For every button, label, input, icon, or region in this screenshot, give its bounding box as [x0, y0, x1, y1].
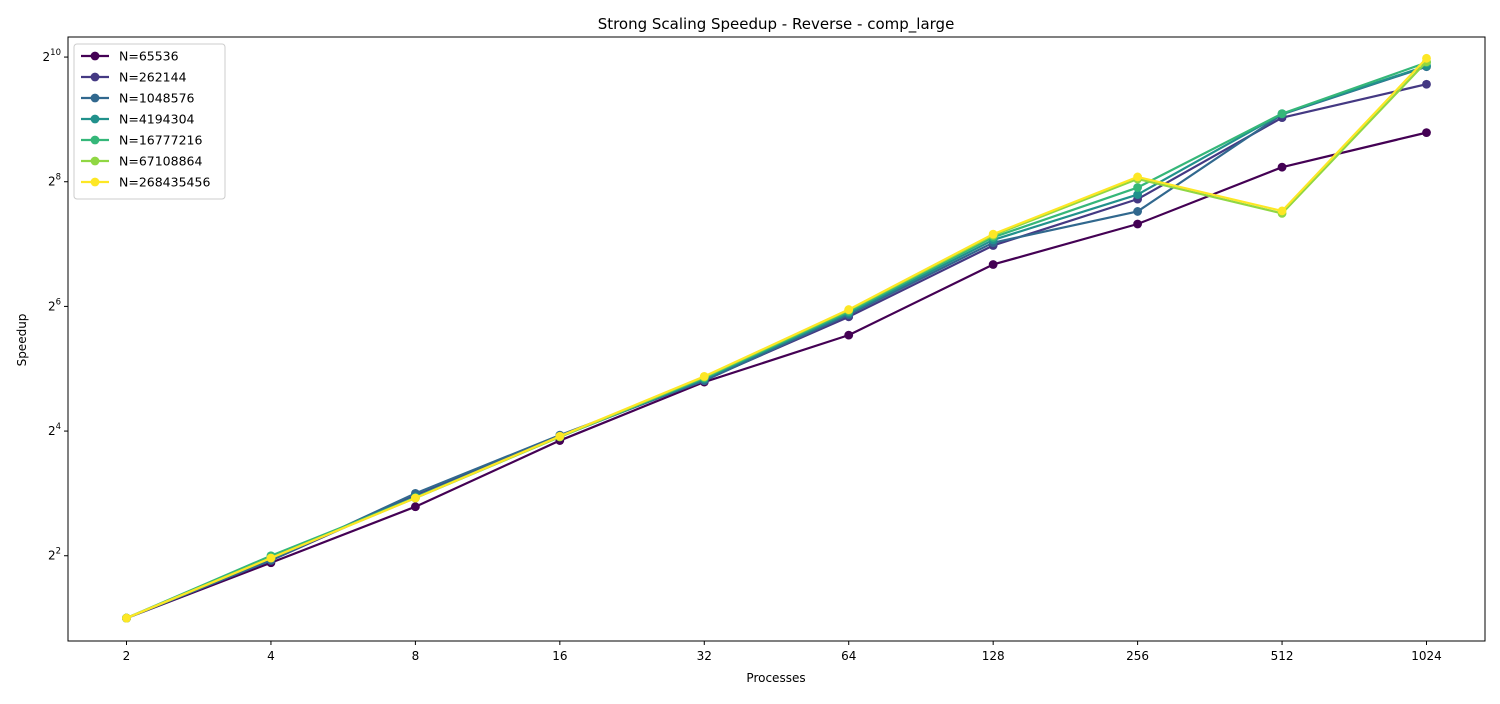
- chart-title: Strong Scaling Speedup - Reverse - comp_…: [598, 15, 955, 34]
- data-point: [844, 305, 854, 314]
- x-tick-label: 32: [697, 649, 712, 663]
- legend-marker: [90, 72, 100, 82]
- series-N=268435456: [122, 53, 1431, 623]
- x-tick-label: 8: [412, 649, 420, 663]
- y-tick-label: 24: [48, 422, 61, 438]
- x-tick-label: 64: [841, 649, 856, 663]
- series-line: [125, 131, 1428, 620]
- legend: N=65536 N=262144 N=1048576 N=4194304 N=16777…: [73, 43, 226, 200]
- legend-label: N=1048576: [119, 91, 195, 106]
- data-point: [266, 553, 276, 563]
- legend-entry: N=1048576: [81, 91, 195, 106]
- x-tick-label: 512: [1271, 649, 1294, 663]
- data-point: [1422, 128, 1431, 138]
- legend-marker: [90, 114, 100, 124]
- data-point: [699, 371, 709, 381]
- legend-marker: [90, 93, 100, 103]
- legend-entry: N=268435456: [81, 175, 210, 190]
- data-point: [988, 229, 998, 239]
- legend-marker: [90, 51, 100, 61]
- data-point: [1422, 53, 1431, 63]
- data-point: [1133, 207, 1143, 216]
- legend-label: N=67108864: [119, 154, 202, 169]
- data-point: [988, 260, 998, 269]
- y-tick-label: 210: [43, 48, 61, 64]
- x-tick-label: 128: [982, 649, 1005, 663]
- data-point: [1133, 219, 1143, 229]
- x-tick-label: 4: [267, 649, 275, 663]
- data-point: [1133, 190, 1143, 199]
- y-axis-label: Speedup: [15, 314, 29, 367]
- data-point: [1133, 183, 1143, 192]
- legend-box: [73, 43, 226, 200]
- plot-frame: [67, 36, 1486, 642]
- legend-label: N=268435456: [119, 175, 210, 190]
- data-point: [1277, 206, 1287, 216]
- x-tick-label: 2: [123, 649, 131, 663]
- y-tick-label: 28: [48, 173, 61, 189]
- data-point: [844, 330, 854, 340]
- legend-marker: [90, 135, 100, 145]
- legend-label: N=65536: [119, 49, 179, 64]
- legend-entry: N=67108864: [81, 154, 202, 169]
- data-point: [1277, 109, 1287, 119]
- legend-marker: [90, 156, 100, 166]
- data-point: [410, 502, 420, 512]
- legend-entry: N=4194304: [81, 112, 195, 127]
- data-point: [555, 431, 565, 441]
- data-point: [410, 493, 420, 503]
- legend-entry: N=16777216: [81, 133, 202, 148]
- legend-label: N=262144: [119, 70, 187, 85]
- x-tick-label: 1024: [1411, 649, 1442, 663]
- x-axis-label: Processes: [746, 671, 805, 685]
- x-tick-label: 16: [552, 649, 567, 663]
- data-point: [1277, 162, 1287, 172]
- y-tick-label: 26: [48, 297, 61, 313]
- legend-entry: N=262144: [81, 70, 187, 85]
- data-point: [1422, 79, 1431, 89]
- data-point: [1133, 172, 1143, 182]
- legend-entry: N=65536: [81, 49, 179, 64]
- y-tick-label: 22: [48, 547, 61, 563]
- legend-label: N=4194304: [119, 112, 195, 127]
- legend-label: N=16777216: [119, 133, 202, 148]
- series-N=262144: [122, 79, 1431, 623]
- x-tick-label: 256: [1126, 649, 1149, 663]
- series-line: [125, 57, 1428, 620]
- legend-marker: [90, 177, 100, 187]
- data-point: [122, 613, 131, 623]
